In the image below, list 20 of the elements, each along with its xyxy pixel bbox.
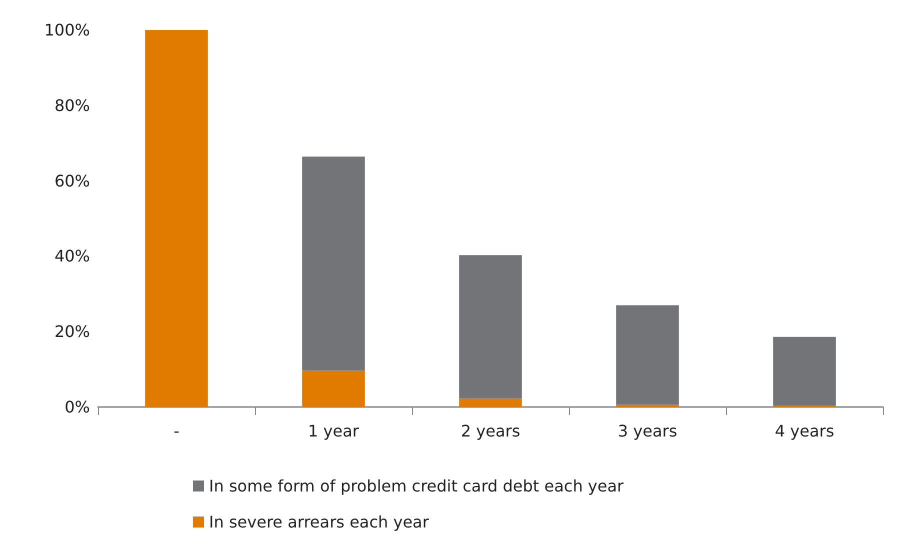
bar — [459, 398, 522, 407]
y-tick-label: 60% — [54, 171, 90, 190]
y-tick-label: 80% — [54, 96, 90, 115]
bar — [616, 305, 679, 405]
legend-label: In some form of problem credit card debt each year — [209, 476, 624, 496]
y-tick-label: 100% — [44, 20, 90, 40]
x-tick-label: - — [174, 422, 180, 440]
y-tick-label: 0% — [64, 398, 90, 416]
y-tick-label: 20% — [54, 322, 90, 342]
bar — [302, 156, 365, 370]
legend-label: In severe arrears each year — [209, 512, 430, 532]
y-tick-label: 40% — [54, 246, 90, 266]
x-tick-label: 1 year — [308, 422, 360, 440]
bar — [773, 336, 836, 406]
bar — [459, 255, 522, 398]
bar — [145, 30, 208, 407]
x-tick-label: 4 years — [774, 422, 834, 440]
bar — [302, 370, 365, 407]
x-tick-label: 2 years — [460, 422, 520, 440]
x-tick-label: 3 years — [618, 422, 678, 440]
